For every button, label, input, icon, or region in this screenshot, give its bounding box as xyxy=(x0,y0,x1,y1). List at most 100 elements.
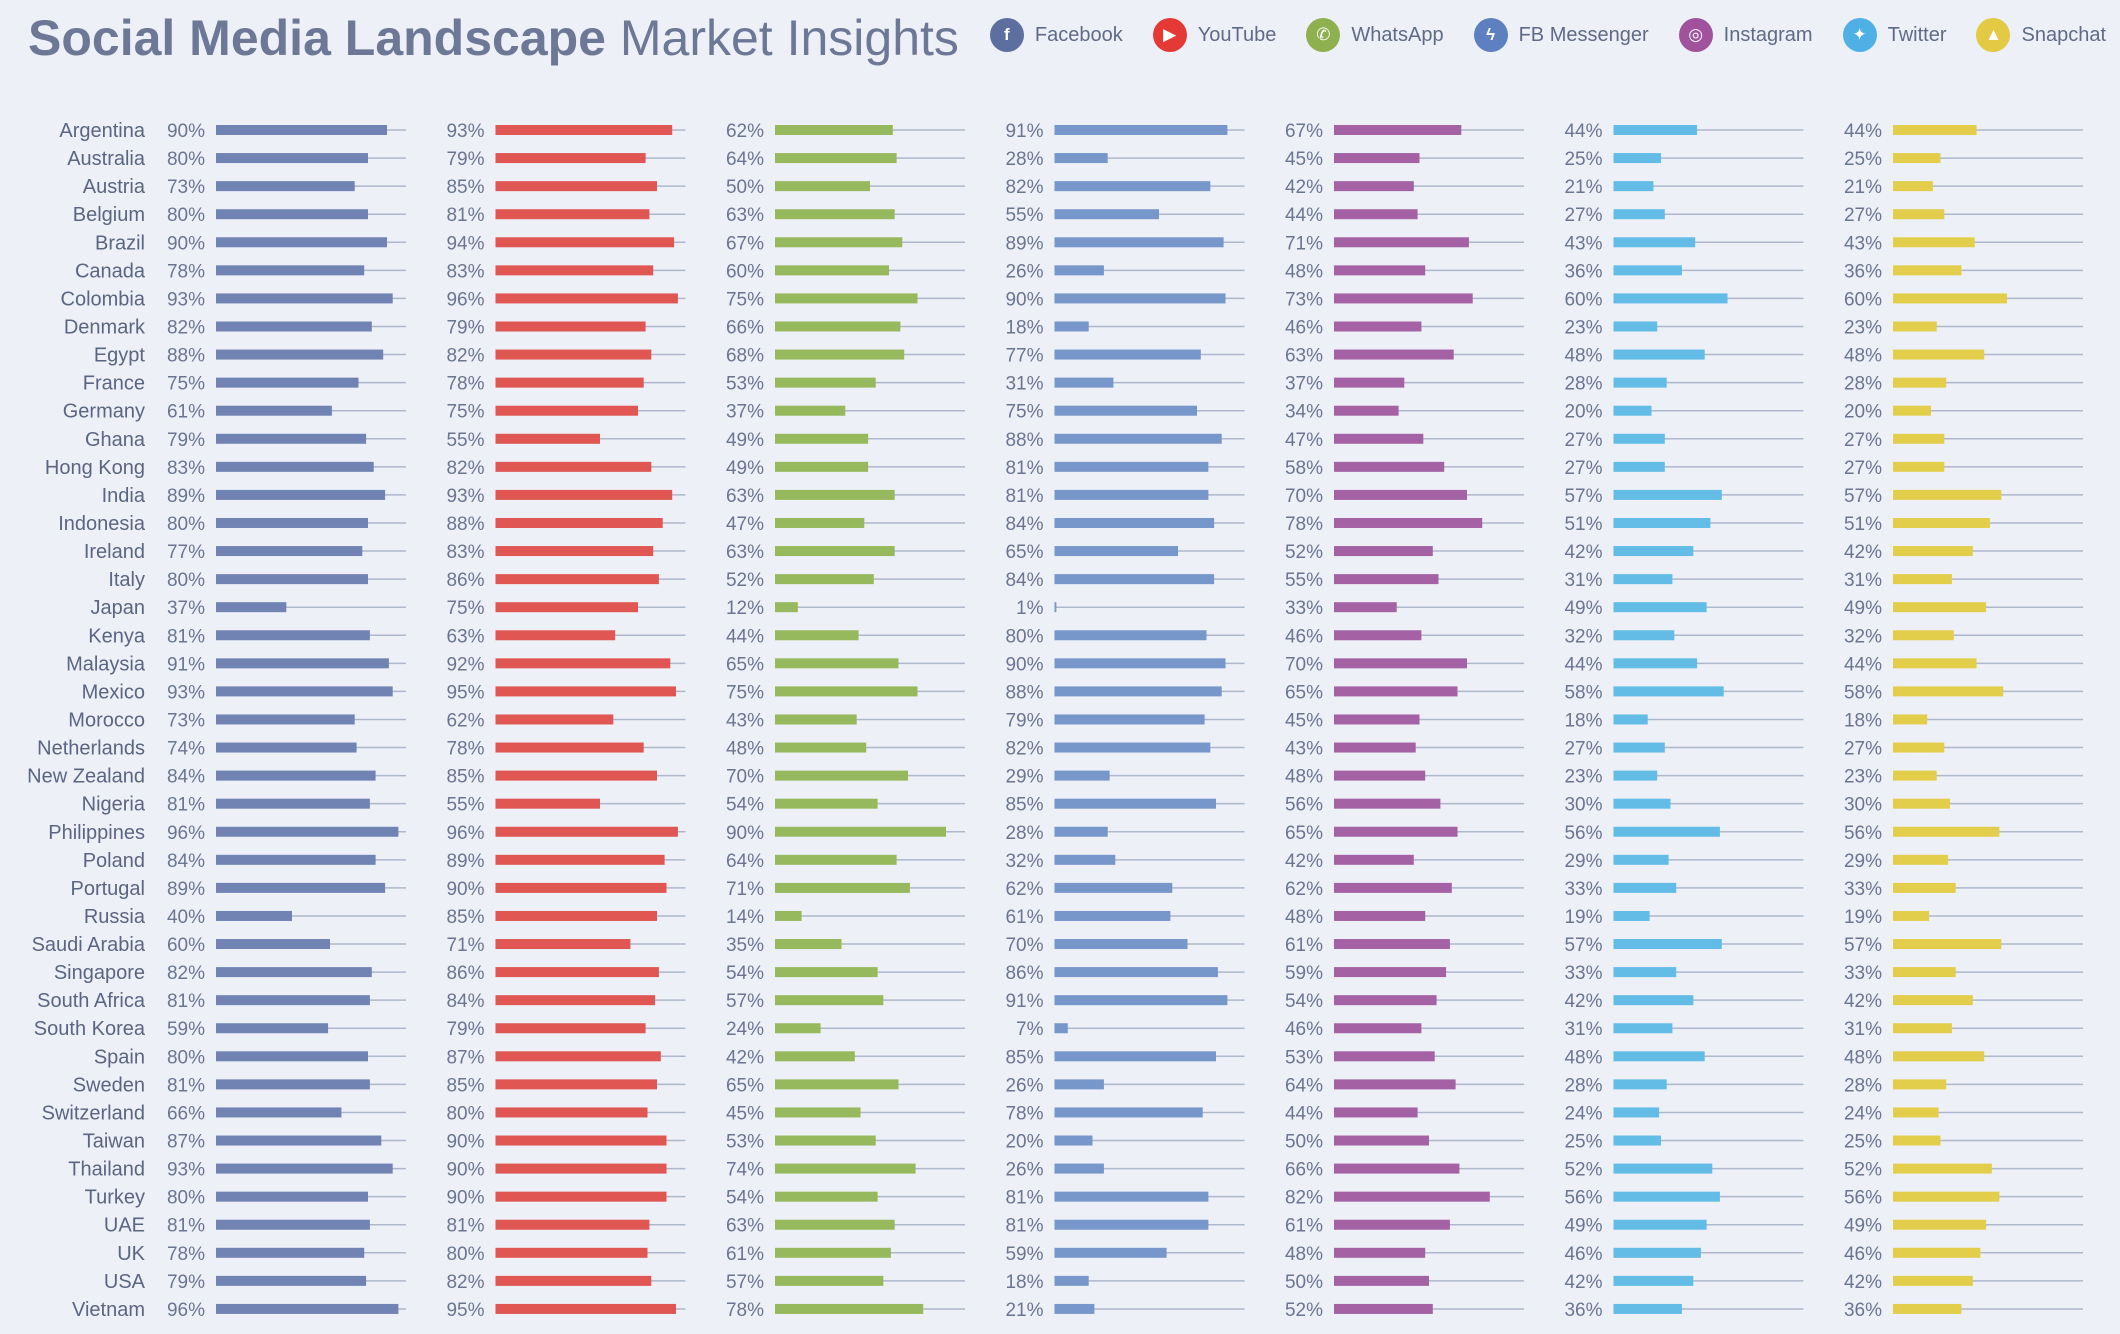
bar-fb-messenger xyxy=(1054,433,1222,444)
value-label: 57% xyxy=(1564,935,1602,956)
value-label: 75% xyxy=(1005,402,1043,423)
bar-instagram xyxy=(1334,153,1420,164)
bar-facebook xyxy=(216,798,370,809)
bar-snapchat xyxy=(1893,405,1931,416)
bar-whatsapp xyxy=(775,293,918,304)
value-label: 43% xyxy=(1564,233,1602,254)
value-label: 45% xyxy=(1285,710,1323,731)
bar-fb-messenger xyxy=(1054,714,1205,725)
value-label: 42% xyxy=(1844,1272,1882,1293)
value-label: 96% xyxy=(446,823,484,844)
bar-youtube xyxy=(495,377,644,388)
bar-facebook xyxy=(216,461,374,472)
value-label: 80% xyxy=(167,205,205,226)
bar-facebook xyxy=(216,939,330,950)
value-label: 74% xyxy=(726,1160,764,1181)
value-label: 42% xyxy=(1285,177,1323,198)
bar-youtube xyxy=(495,967,659,978)
value-label: 90% xyxy=(167,233,205,254)
value-label: 7% xyxy=(1016,1019,1044,1040)
value-label: 20% xyxy=(1564,402,1602,423)
bar-whatsapp xyxy=(775,1079,899,1090)
country-label: Portugal xyxy=(71,878,146,900)
value-label: 48% xyxy=(1285,907,1323,928)
value-label: 63% xyxy=(726,542,764,563)
value-label: 42% xyxy=(1564,991,1602,1012)
bar-instagram xyxy=(1334,489,1467,500)
value-label: 71% xyxy=(1285,233,1323,254)
value-label: 33% xyxy=(1564,963,1602,984)
legend-item-youtube: ▶ YouTube xyxy=(1152,18,1277,52)
bar-instagram xyxy=(1334,125,1462,135)
bar-twitter xyxy=(1613,153,1661,164)
value-label: 44% xyxy=(1844,654,1882,675)
bar-whatsapp xyxy=(775,1023,821,1034)
bar-twitter xyxy=(1613,995,1694,1006)
value-label: 33% xyxy=(1285,598,1323,619)
value-label: 23% xyxy=(1844,317,1882,338)
bar-youtube xyxy=(495,939,631,950)
bar-facebook xyxy=(216,546,363,557)
value-label: 29% xyxy=(1564,851,1602,872)
bar-twitter xyxy=(1613,1247,1701,1258)
value-label: 60% xyxy=(167,935,205,956)
bar-instagram xyxy=(1334,546,1433,557)
value-label: 62% xyxy=(446,710,484,731)
legend-item-snapchat: ▲ Snapchat xyxy=(1976,18,2106,52)
value-label: 31% xyxy=(1844,1019,1882,1040)
bar-twitter xyxy=(1613,658,1698,669)
value-label: 81% xyxy=(167,1216,205,1237)
bar-twitter xyxy=(1613,349,1705,360)
value-label: 65% xyxy=(1285,823,1323,844)
value-label: 27% xyxy=(1844,430,1882,451)
value-label: 44% xyxy=(1285,205,1323,226)
value-label: 23% xyxy=(1564,767,1602,788)
value-label: 64% xyxy=(726,149,764,170)
value-label: 24% xyxy=(726,1019,764,1040)
bar-twitter xyxy=(1613,826,1720,837)
value-label: 70% xyxy=(1005,935,1043,956)
legend-label: Snapchat xyxy=(2021,23,2106,46)
bar-youtube xyxy=(495,686,676,697)
title-light: Market Insights xyxy=(619,10,959,66)
value-label: 80% xyxy=(167,570,205,591)
value-label: 82% xyxy=(446,458,484,479)
bar-twitter xyxy=(1613,125,1698,135)
value-label: 93% xyxy=(446,486,484,507)
legend-label: YouTube xyxy=(1197,23,1277,46)
bar-whatsapp xyxy=(775,209,895,220)
bar-fb-messenger xyxy=(1054,546,1178,557)
value-label: 32% xyxy=(1005,851,1043,872)
bar-facebook xyxy=(216,1107,342,1118)
value-label: 82% xyxy=(1285,1188,1323,1209)
bar-fb-messenger xyxy=(1054,1191,1209,1202)
bar-instagram xyxy=(1334,967,1447,978)
bar-youtube xyxy=(495,574,659,585)
bar-instagram xyxy=(1334,1051,1435,1062)
value-label: 25% xyxy=(1844,1132,1882,1153)
bar-snapchat xyxy=(1893,433,1945,444)
value-label: 79% xyxy=(167,1272,205,1293)
value-label: 59% xyxy=(1285,963,1323,984)
value-label: 57% xyxy=(1844,486,1882,507)
country-label: Germany xyxy=(63,401,145,423)
bar-fb-messenger xyxy=(1054,602,1057,613)
bar-fb-messenger xyxy=(1054,209,1159,220)
bar-fb-messenger xyxy=(1054,574,1215,585)
snapchat-icon: ▲ xyxy=(1976,18,2011,52)
bar-instagram xyxy=(1334,574,1439,585)
bar-twitter xyxy=(1613,939,1722,950)
value-label: 70% xyxy=(1285,486,1323,507)
value-label: 59% xyxy=(1005,1244,1043,1265)
value-label: 42% xyxy=(1844,991,1882,1012)
bar-fb-messenger xyxy=(1054,265,1104,276)
bar-twitter xyxy=(1613,602,1707,613)
bar-youtube xyxy=(495,237,675,248)
bar-facebook xyxy=(216,125,387,135)
bar-whatsapp xyxy=(775,153,897,164)
value-label: 46% xyxy=(1285,626,1323,647)
value-label: 88% xyxy=(167,346,205,367)
country-label: Canada xyxy=(75,260,146,282)
value-label: 81% xyxy=(167,1075,205,1096)
